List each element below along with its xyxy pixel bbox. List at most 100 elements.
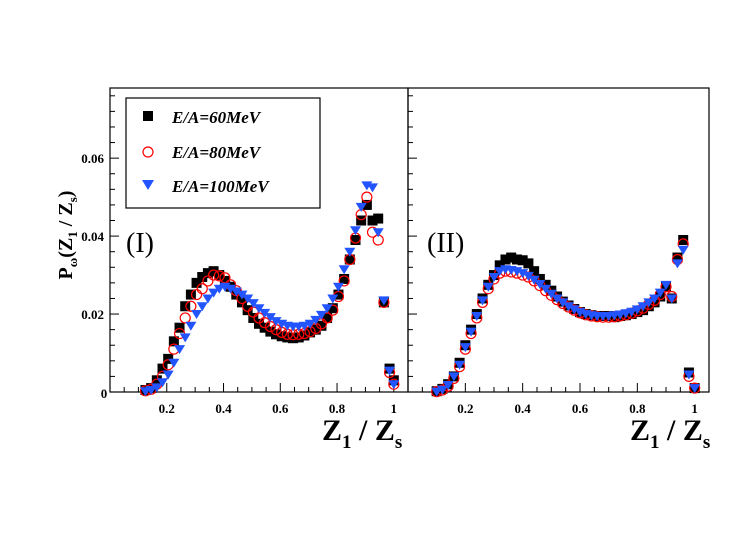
data-point <box>288 333 299 344</box>
data-point <box>534 280 546 290</box>
data-point <box>488 273 500 283</box>
y-tick-label: 0.02 <box>81 307 104 322</box>
panel-label-i: (I) <box>126 228 154 259</box>
data-point <box>310 315 322 325</box>
data-point <box>528 275 540 285</box>
data-point <box>322 312 333 323</box>
data-point <box>388 380 400 390</box>
data-point <box>344 247 356 257</box>
data-point <box>151 375 162 386</box>
data-point <box>529 266 540 277</box>
data-point <box>557 298 569 308</box>
data-point <box>207 269 220 281</box>
x-axis-label-i: Z1 / Zs <box>322 414 402 453</box>
data-point <box>436 385 448 395</box>
data-point <box>373 213 384 224</box>
y-axis-label: Pω(Z1 / Zs) <box>55 191 80 280</box>
data-point <box>500 254 511 265</box>
data-point <box>214 270 225 281</box>
data-point <box>316 320 327 331</box>
data-point <box>643 298 655 308</box>
legend-label-80: E/A=80MeV <box>171 143 262 162</box>
data-point <box>174 345 186 355</box>
data-point <box>180 301 191 312</box>
data-point <box>344 254 355 265</box>
x-tick-label: 1 <box>391 401 398 416</box>
data-point <box>517 269 529 279</box>
data-point <box>247 299 259 309</box>
data-point <box>299 330 310 341</box>
data-point <box>660 280 672 290</box>
origin-label: 0 <box>101 386 108 401</box>
data-point <box>339 273 350 284</box>
data-point <box>327 294 339 304</box>
data-point <box>174 322 185 333</box>
data-point <box>551 294 563 304</box>
data-point <box>384 366 396 376</box>
data-point <box>230 287 242 297</box>
x-tick-label: 0.6 <box>572 401 589 416</box>
y-tick-label: 0.04 <box>81 229 104 244</box>
data-point <box>338 275 350 287</box>
legend: E/A=60MeV E/A=80MeV E/A=100MeV <box>125 97 321 209</box>
data-point <box>494 267 506 277</box>
data-point <box>202 275 214 287</box>
data-point <box>305 327 316 338</box>
data-point <box>671 259 683 269</box>
data-point <box>163 353 174 364</box>
data-point <box>367 215 378 226</box>
data-point <box>471 312 483 321</box>
data-point <box>689 384 701 394</box>
data-point <box>242 294 254 304</box>
data-point <box>145 386 157 396</box>
data-point <box>459 343 471 353</box>
x-tick-label: 1 <box>691 401 698 416</box>
x-axis-label-ii: Z1 / Zs <box>630 414 710 453</box>
data-points <box>139 181 701 398</box>
data-point <box>522 271 534 281</box>
x-tick-label: 0.4 <box>215 401 232 416</box>
data-point <box>672 252 683 263</box>
panel-label-ii: (II) <box>427 228 464 259</box>
x-tick-label: 0.2 <box>159 401 175 416</box>
data-point <box>465 327 477 337</box>
data-point <box>523 258 534 269</box>
data-point <box>367 183 379 193</box>
data-point <box>355 202 367 212</box>
data-point <box>185 321 197 331</box>
data-point <box>293 332 304 343</box>
data-point <box>333 289 344 300</box>
data-point <box>254 318 264 329</box>
data-point <box>259 308 271 318</box>
data-point <box>236 290 248 300</box>
data-point <box>185 300 197 312</box>
data-point <box>162 370 174 380</box>
data-point <box>506 252 517 263</box>
x-tick-label: 0.8 <box>329 401 346 416</box>
data-point <box>202 294 214 304</box>
data-point <box>264 313 276 323</box>
x-tick-label: 0.8 <box>629 401 646 416</box>
data-point <box>196 302 208 312</box>
data-point <box>225 284 237 294</box>
data-point <box>534 273 545 284</box>
data-point <box>372 228 384 238</box>
data-point <box>213 270 225 282</box>
data-point <box>338 265 350 275</box>
data-point <box>568 305 580 315</box>
legend-label-100: E/A=100MeV <box>171 177 270 196</box>
data-point <box>202 268 213 279</box>
data-point <box>482 282 494 292</box>
x-tick-label: 0.2 <box>457 401 473 416</box>
data-point <box>197 272 208 283</box>
data-point <box>168 358 180 368</box>
data-point <box>282 332 293 343</box>
data-point <box>270 317 282 327</box>
data-point <box>190 288 203 301</box>
y-tick-labels: 0.02 0.04 0.06 <box>81 151 104 322</box>
data-point <box>236 297 247 308</box>
data-point <box>677 245 689 255</box>
data-point <box>310 324 321 335</box>
data-point <box>545 289 557 299</box>
